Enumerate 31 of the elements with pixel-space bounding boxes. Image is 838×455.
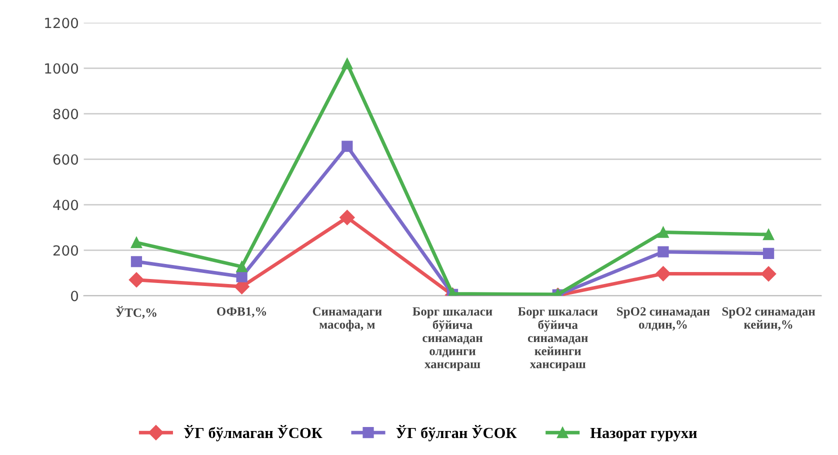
point xyxy=(763,248,774,259)
x-tick-label: ОФВ1,% xyxy=(217,307,266,318)
point xyxy=(130,236,142,248)
legend-label: ЎГ бўлмаган ЎСОК xyxy=(184,424,322,442)
point xyxy=(656,266,671,282)
point xyxy=(128,272,144,288)
point xyxy=(763,228,774,240)
x-tick-label: Борг шкаласи бўйича синамадан кейинги хансираш xyxy=(518,307,598,371)
point xyxy=(342,58,353,70)
y-tick-label: 1000 xyxy=(45,63,78,74)
y-tick-label: 1200 xyxy=(45,18,78,28)
x-tick-label: Борг шкаласи бўйича синамадан олдинги хансираш xyxy=(412,307,492,371)
x-tick-label: Синамадаги масофа, м xyxy=(312,307,382,332)
point xyxy=(658,226,669,238)
x-tick-label: SpO2 синамадан олдин,% xyxy=(617,307,710,331)
y-tick-label: 200 xyxy=(53,245,78,256)
point xyxy=(130,256,142,268)
x-tick-label: SpO2 синамадан кейин,% xyxy=(722,307,816,331)
legend-label: Назорат гурухи xyxy=(590,428,697,442)
x-tick-label: ЎТС,% xyxy=(116,306,156,319)
y-tick-label: 800 xyxy=(53,108,78,120)
point xyxy=(236,261,248,272)
point xyxy=(760,266,776,282)
point xyxy=(342,140,353,152)
point xyxy=(340,210,355,226)
point xyxy=(658,246,669,258)
legend-label: ЎГ бўлган ЎСОК xyxy=(396,424,517,442)
point xyxy=(236,271,248,282)
y-tick-label: 0 xyxy=(71,290,78,302)
y-tick-label: 400 xyxy=(53,200,78,210)
y-tick-label: 600 xyxy=(53,154,78,165)
